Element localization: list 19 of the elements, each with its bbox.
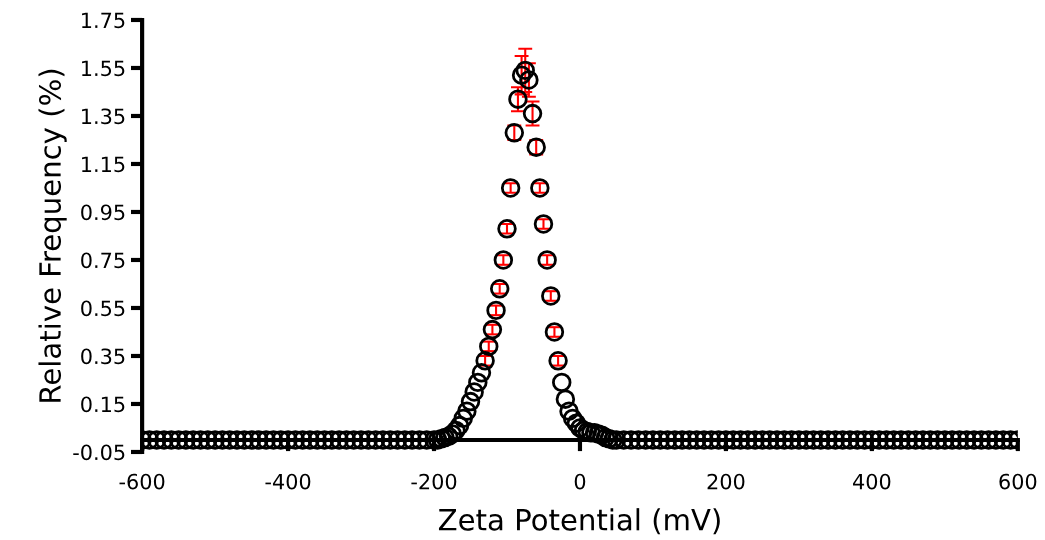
x-tick-label: 600	[999, 473, 1037, 490]
y-tick-label: 0.95	[81, 204, 125, 221]
y-tick-label: 0.35	[81, 348, 125, 365]
y-tick-label: 1.15	[82, 156, 125, 173]
y-axis-title: Relative Frequency (%)	[38, 69, 67, 402]
y-tick-label: 1.75	[82, 12, 125, 29]
x-tick-label: -200	[411, 473, 457, 490]
x-tick-label: 200	[707, 473, 745, 490]
x-axis-title: Zeta Potential (mV)	[438, 508, 720, 535]
y-tick-label: 0.15	[81, 396, 125, 413]
y-tick-label: 0.55	[81, 300, 125, 317]
x-tick-label: -400	[265, 473, 311, 490]
x-tick-label: 400	[853, 473, 891, 490]
y-tick-label: 1.35	[82, 108, 125, 125]
y-tick-label: -0.05	[73, 444, 125, 461]
x-tick-label: 0	[574, 473, 586, 490]
y-tick-label: 0.75	[81, 252, 125, 269]
x-tick-label: -600	[119, 473, 165, 490]
y-tick-label: 1.55	[82, 60, 125, 77]
